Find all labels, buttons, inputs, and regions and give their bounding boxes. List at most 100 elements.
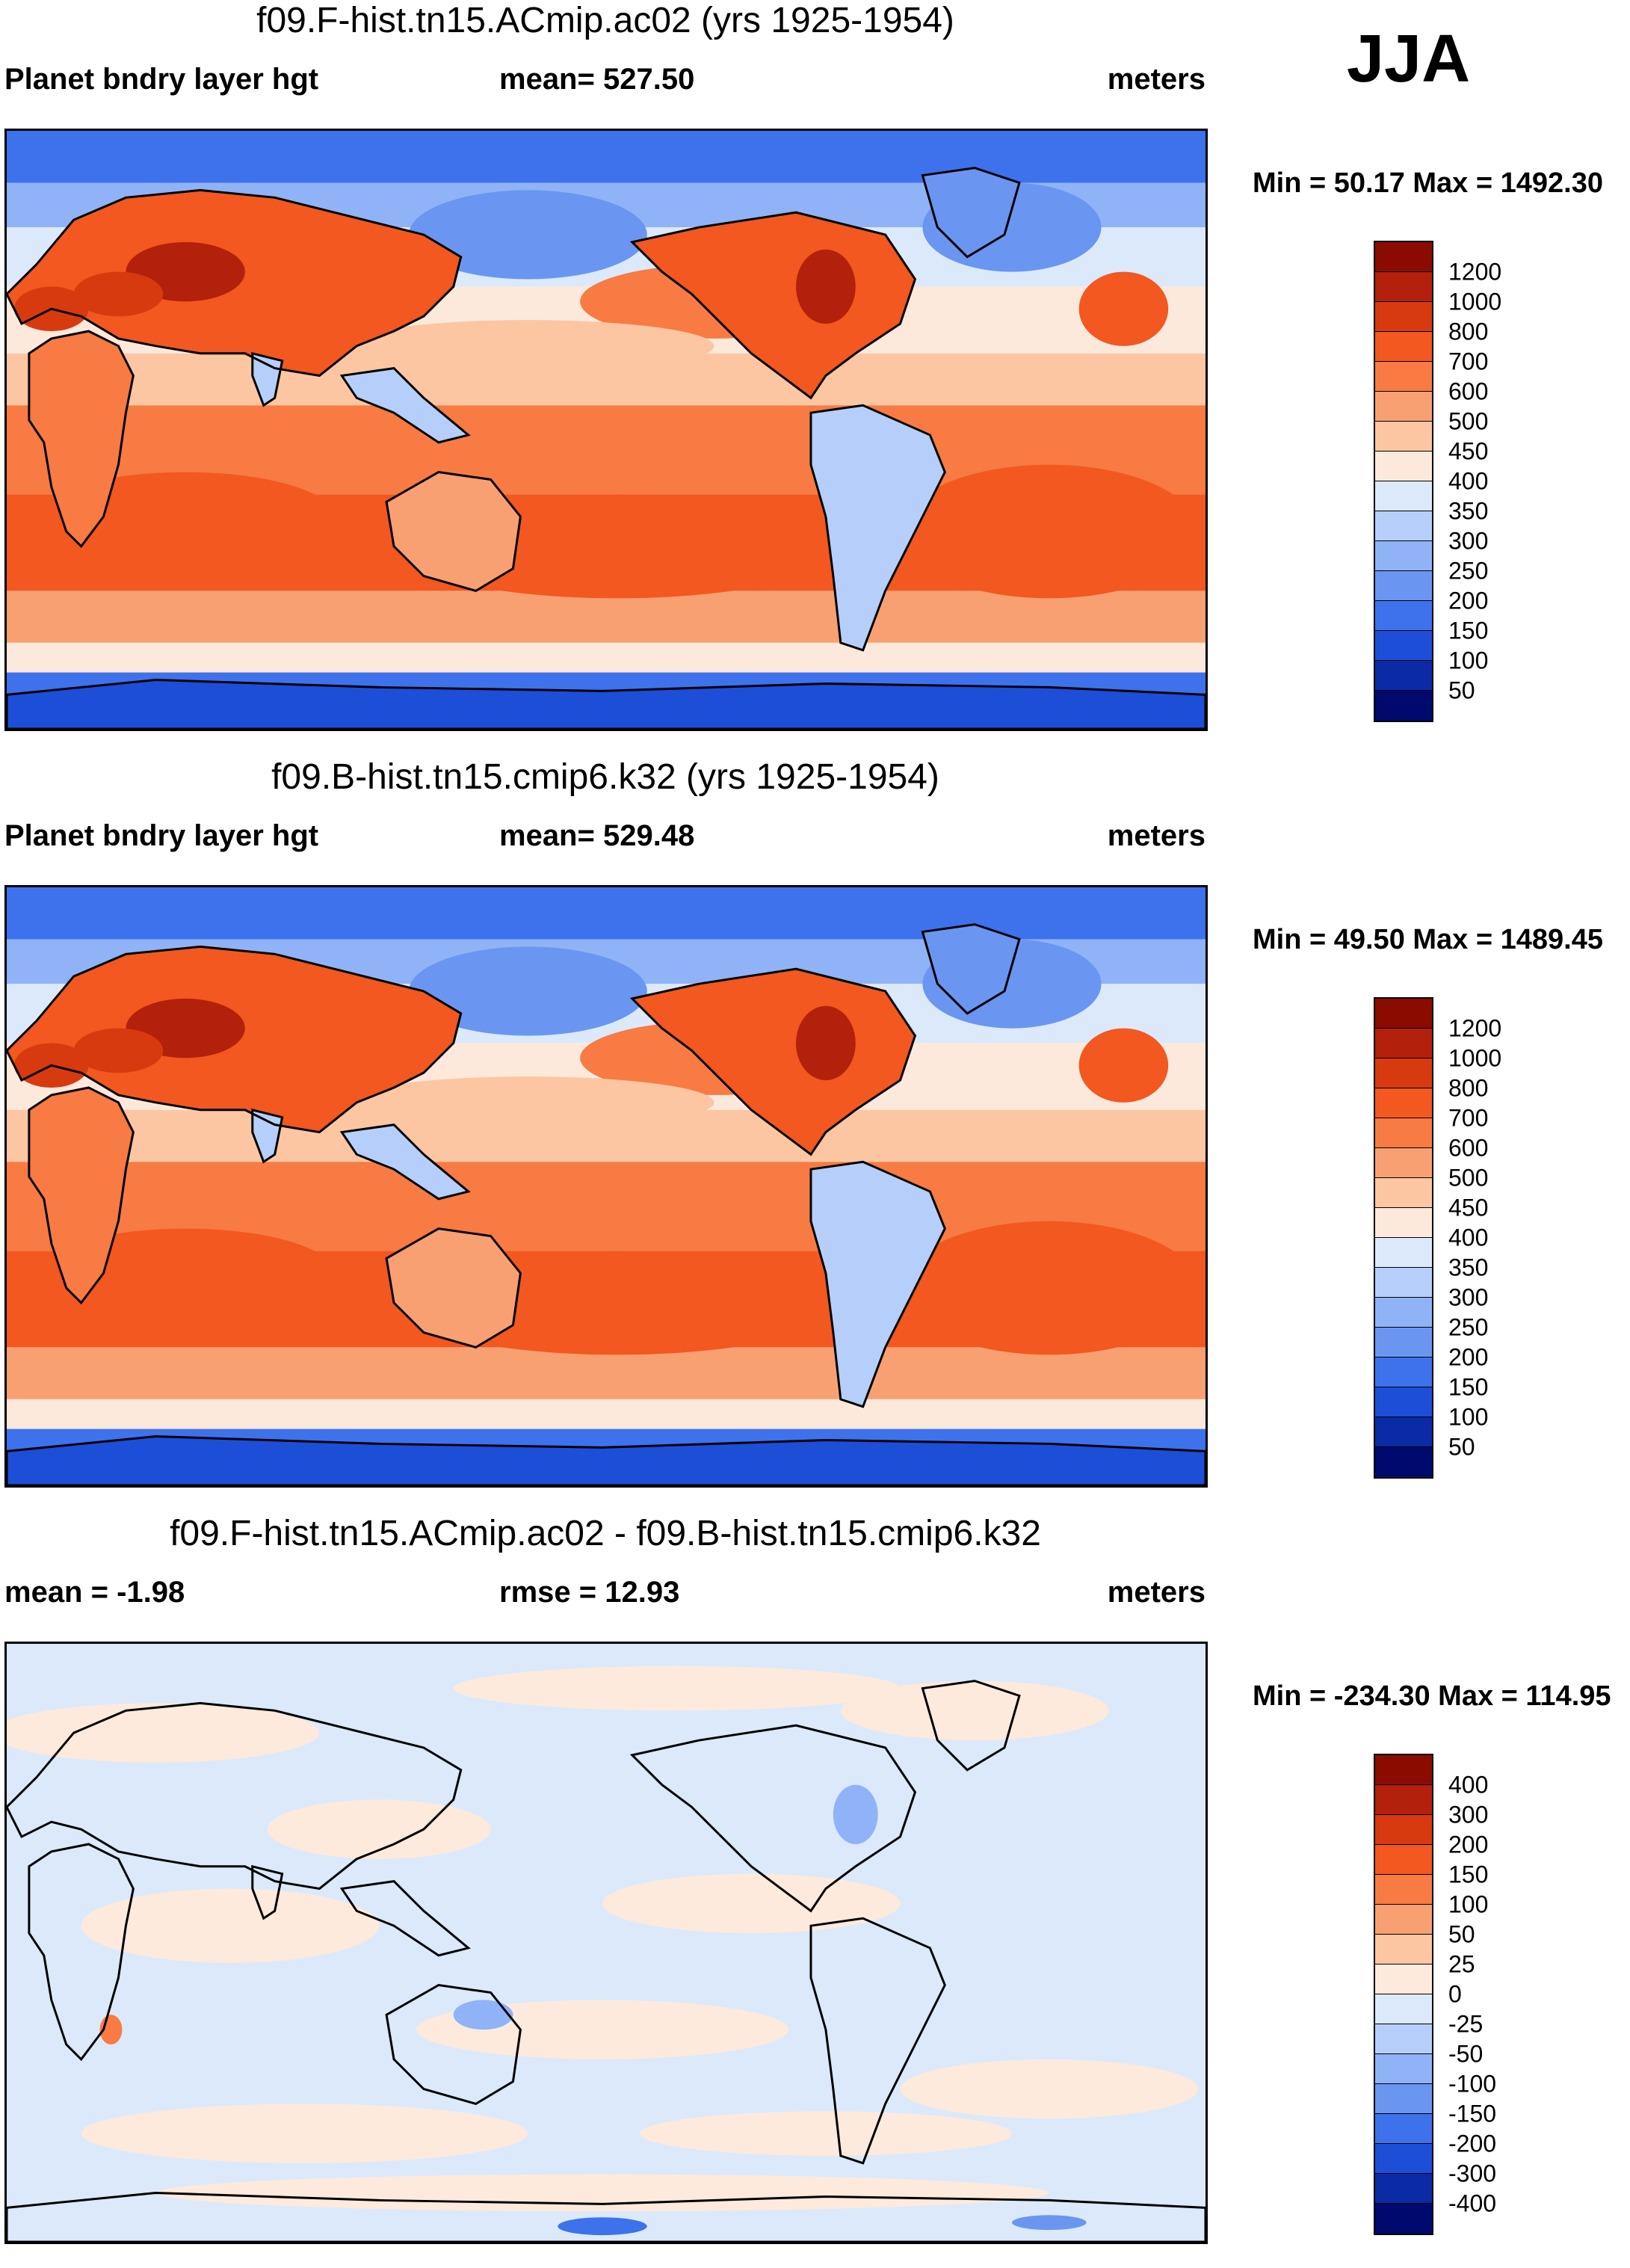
colorbar-tick-label: -25 <box>1448 2010 1484 2038</box>
colorbar-tick-label: 500 <box>1448 407 1489 435</box>
field-patch <box>840 1680 1109 1741</box>
field-band <box>7 1399 1205 1429</box>
colorbar-swatch <box>1375 362 1432 392</box>
colorbar-swatch <box>1375 691 1432 721</box>
colorbar-tick-label: 250 <box>1448 1313 1489 1341</box>
colorbar-tick-label: 700 <box>1448 1104 1489 1132</box>
units-label: meters <box>1107 1576 1205 1609</box>
colorbar-tick-label: 100 <box>1448 647 1489 674</box>
field-hotspot <box>73 271 164 317</box>
coastline-samerica <box>809 1160 946 1408</box>
season-label: JJA <box>1347 22 1471 96</box>
field-blob <box>342 1076 714 1129</box>
field-blob <box>342 320 714 372</box>
colorbar-swatch <box>1375 631 1432 661</box>
colorbar-tick-label: -300 <box>1448 2160 1497 2187</box>
colorbar-swatch <box>1375 1417 1432 1447</box>
panel-title: f09.B-hist.tn15.cmip6.k32 (yrs 1925-1954… <box>271 757 939 797</box>
panel-case-run: f09.B-hist.tn15.cmip6.k32 (yrs 1925-1954… <box>0 756 1630 1512</box>
colorbar-tick-label: 150 <box>1448 1861 1489 1888</box>
colorbar-swatch <box>1375 242 1432 272</box>
panel-title: f09.F-hist.tn15.ACmip.ac02 - f09.B-hist.… <box>170 1514 1041 1553</box>
colorbar-tick-label: 800 <box>1448 1074 1489 1102</box>
coastline-seasia <box>339 367 471 444</box>
colorbar-tick-label: 200 <box>1448 1831 1489 1858</box>
land-samerica <box>810 1162 945 1407</box>
colorbar-tick-label: 500 <box>1448 1164 1489 1192</box>
field-patch <box>453 2000 513 2030</box>
colorbar-tick-label: 150 <box>1448 617 1489 644</box>
colorbar-swatch <box>1375 1815 1432 1845</box>
colorbar-tick-label: 400 <box>1448 467 1489 495</box>
colorbar-tick-label: -200 <box>1448 2130 1497 2157</box>
colorbar: 400 300 200 150 100 50 25 0 -25 -50 -100 -150 -200 -3… <box>1374 1754 1496 2235</box>
colorbar-tick-label: 1200 <box>1448 1014 1502 1042</box>
coastline-africa <box>28 1086 135 1305</box>
coastline-eurasia <box>7 1701 463 1890</box>
colorbar-tick-label: -100 <box>1448 2070 1497 2098</box>
world-map <box>4 1642 1208 2244</box>
colorbar-swatch <box>1375 1387 1432 1417</box>
colorbar-swatch <box>1375 541 1432 571</box>
land-africa <box>28 1087 134 1303</box>
colorbar-swatch <box>1375 1965 1432 1994</box>
field-patch <box>453 1665 901 1711</box>
colorbar-swatch <box>1375 1328 1432 1358</box>
colorbar-swatch <box>1375 452 1432 481</box>
colorbar-swatch <box>1375 272 1432 302</box>
field-patch <box>558 2217 647 2236</box>
colorbar-swatch <box>1375 2174 1432 2204</box>
colorbar-swatch <box>1375 1905 1432 1935</box>
min-max-label: Min = 50.17 Max = 1492.30 <box>1253 167 1603 199</box>
coastline-samerica <box>809 404 946 652</box>
coastline-india <box>251 1108 284 1164</box>
colorbar-tick-label: 300 <box>1448 527 1489 555</box>
field-hotspot <box>796 249 856 324</box>
colorbar-tick-label: 350 <box>1448 497 1489 525</box>
land-seasia <box>342 1124 469 1199</box>
units-label: meters <box>1107 819 1205 852</box>
colorbar-swatch <box>1375 1208 1432 1238</box>
land-australia <box>386 472 521 591</box>
field-hotspot <box>796 1005 856 1081</box>
land-greenland <box>922 924 1019 1014</box>
coastline-africa <box>28 1843 135 2062</box>
colorbar-tick-label: 400 <box>1448 1224 1489 1251</box>
colorbar-tick-label: 0 <box>1448 1980 1462 2008</box>
panel-control-run: f09.F-hist.tn15.ACmip.ac02 (yrs 1925-195… <box>0 0 1630 755</box>
colorbar-swatch <box>1375 1148 1432 1178</box>
colorbar-swatch <box>1375 1268 1432 1298</box>
colorbar-tick-label: 50 <box>1448 1433 1475 1461</box>
colorbar-tick-label: 250 <box>1448 557 1489 585</box>
field-patch <box>81 1888 380 1963</box>
colorbar-tick-label: -400 <box>1448 2190 1497 2217</box>
coastline-namerica <box>629 1724 917 1913</box>
panel-title: f09.F-hist.tn15.ACmip.ac02 (yrs 1925-195… <box>256 1 954 40</box>
variable-label: Planet bndry layer hgt <box>4 819 319 852</box>
colorbar-swatch <box>1375 2144 1432 2174</box>
coastline-greenland <box>921 167 1021 259</box>
field-blob <box>408 190 647 280</box>
colorbar-swatch <box>1375 571 1432 601</box>
colorbar: 1200 1000 800 700 600 500 450 400 350 300 250 200 15… <box>1374 241 1501 722</box>
colorbar-swatch <box>1375 1178 1432 1208</box>
colorbar-tick-label: 600 <box>1448 1134 1489 1162</box>
colorbar-swatch <box>1375 2024 1432 2054</box>
land-australia <box>386 1228 521 1348</box>
colorbar-tick-label: 50 <box>1448 1920 1475 1948</box>
colorbar-tick-label: -50 <box>1448 2040 1484 2068</box>
colorbar-tick-label: 450 <box>1448 1194 1489 1221</box>
coastline-australia <box>385 1227 522 1349</box>
coastline-antarctica <box>7 679 1205 729</box>
field-blob <box>900 464 1199 599</box>
colorbar-swatch <box>1375 1755 1432 1785</box>
mean-label: mean = -1.98 <box>4 1576 185 1609</box>
colorbar-swatch <box>1375 1118 1432 1148</box>
panel-difference: f09.F-hist.tn15.ACmip.ac02 - f09.B-hist.… <box>0 1513 1630 2268</box>
colorbar-tick-label: 400 <box>1448 1771 1489 1799</box>
world-map <box>4 129 1208 731</box>
colorbar-tick-label: 200 <box>1448 587 1489 614</box>
colorbar-swatch <box>1375 2204 1432 2234</box>
colorbar-swatch <box>1375 2054 1432 2084</box>
field-band <box>7 131 1205 183</box>
